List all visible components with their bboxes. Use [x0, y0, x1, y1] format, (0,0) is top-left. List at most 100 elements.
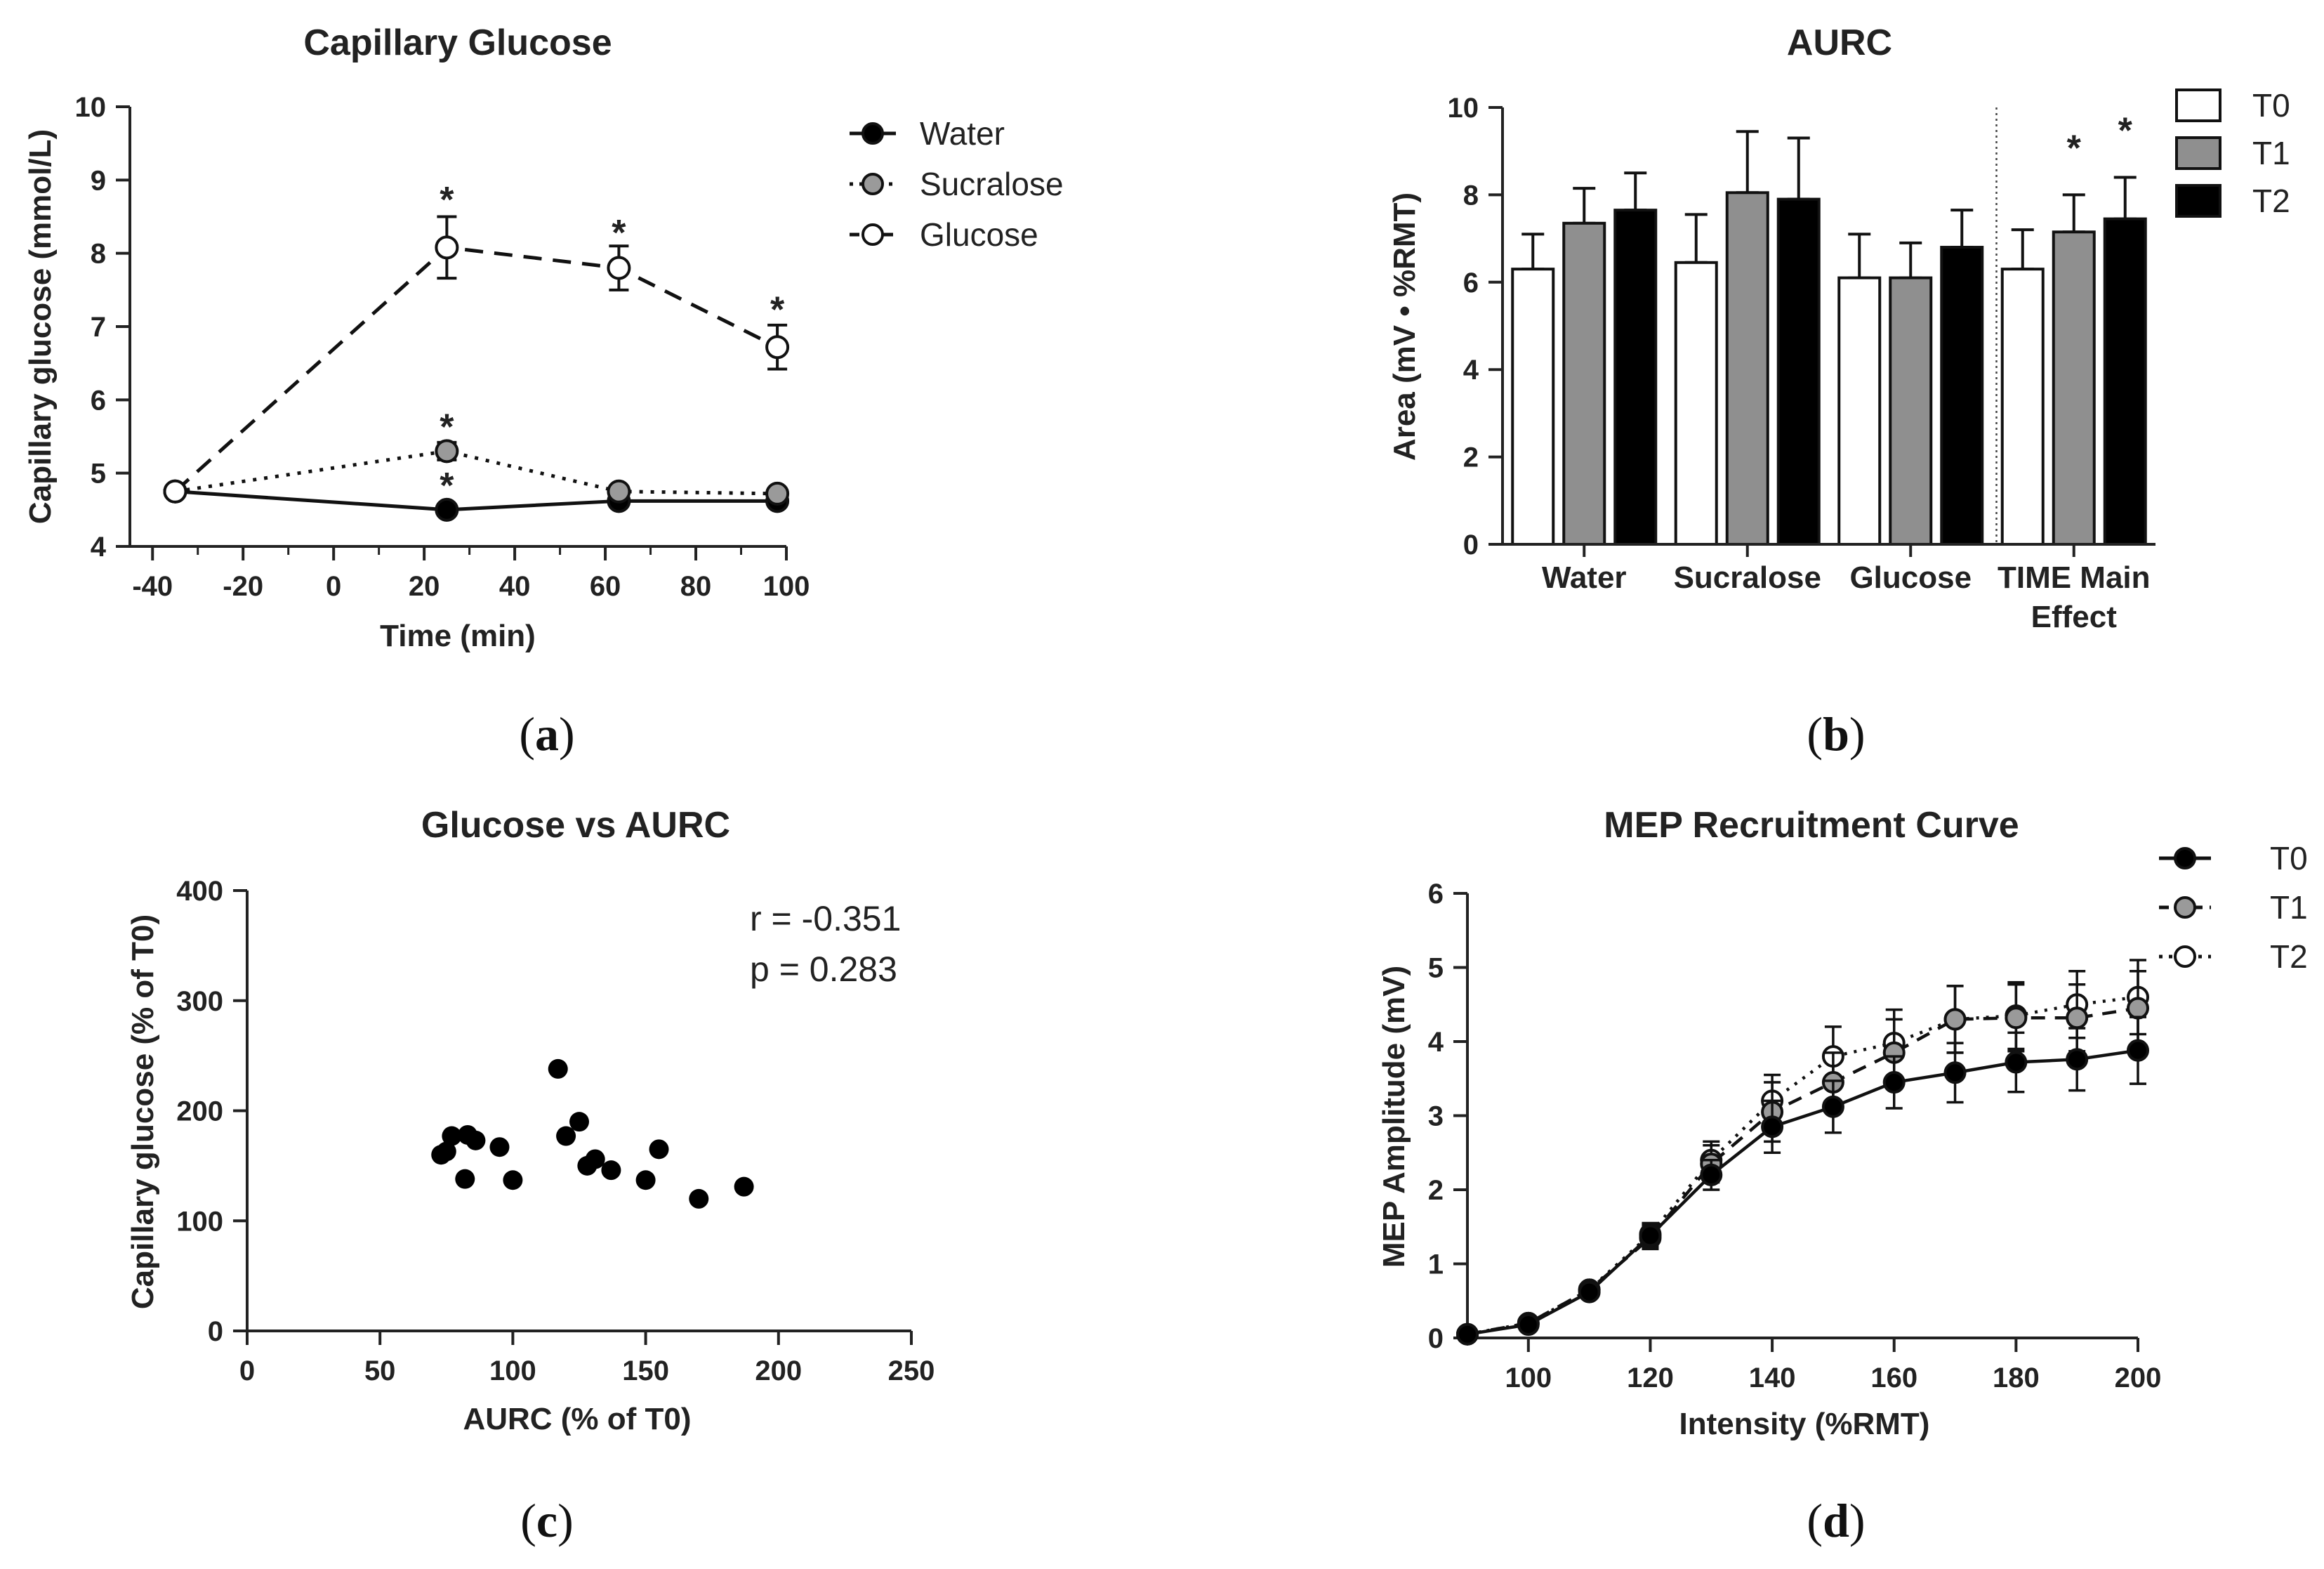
data-point [2127, 1039, 2149, 1062]
legend-label: T1 [2270, 889, 2308, 926]
data-point [1943, 1061, 1967, 1084]
x-tick-label: 150 [622, 1355, 669, 1386]
data-point [163, 479, 187, 504]
y-tick-label: 5 [91, 459, 106, 490]
data-point [607, 256, 631, 280]
x-tick-label: 100 [489, 1355, 536, 1386]
series-t1 [1456, 970, 2149, 1346]
panel-label: (c) [520, 1494, 574, 1547]
y-axis-title: Capillary glucose (% of T0) [126, 914, 160, 1309]
legend-marker [861, 122, 884, 145]
y-tick-label: 10 [1448, 93, 1479, 124]
bar [1674, 261, 1718, 546]
data-point [1578, 1280, 1601, 1304]
x-tick-label: 50 [364, 1355, 396, 1386]
legend-marker [2174, 847, 2196, 869]
y-tick-label: 5 [1428, 953, 1444, 984]
y-tick-label: 100 [176, 1206, 223, 1237]
data-point [435, 497, 459, 522]
legend-label: T0 [2270, 840, 2308, 877]
data-point [2066, 1006, 2089, 1030]
stats-annotation: p = 0.283 [750, 950, 897, 989]
y-tick-label: 8 [91, 239, 106, 270]
scatter-point [734, 1176, 754, 1197]
data-point [607, 479, 631, 504]
scatter-point [585, 1149, 605, 1169]
data-point [2005, 1006, 2028, 1030]
data-point [1517, 1313, 1540, 1337]
bar [1940, 246, 1984, 546]
series-line [1467, 1049, 2139, 1336]
legend-swatch [2175, 136, 2221, 170]
bar [1776, 197, 1821, 546]
x-axis-title: Intensity (%RMT) [1679, 1407, 1930, 1441]
y-tick-label: 0 [208, 1316, 223, 1347]
scatter-point [455, 1169, 475, 1189]
x-category-label: Water [1542, 560, 1627, 595]
bar [1613, 209, 1658, 546]
data-point [2005, 1051, 2028, 1074]
scatter-point [635, 1170, 656, 1190]
series-line [175, 449, 778, 496]
data-point [1700, 1163, 1723, 1186]
x-tick-label: 180 [1993, 1363, 2040, 1393]
series-t0 [1456, 1016, 2149, 1346]
x-tick-label: 0 [239, 1355, 255, 1386]
data-point [765, 335, 790, 360]
scatter-point [556, 1126, 576, 1146]
y-tick-label: 7 [91, 312, 106, 343]
bar [1889, 276, 1933, 546]
chart-title: MEP Recruitment Curve [1604, 805, 2019, 846]
legend-label: T0 [2252, 87, 2290, 124]
series-line [173, 245, 779, 493]
bar [1562, 221, 1606, 546]
chart-title: Capillary Glucose [303, 22, 612, 63]
bar [2000, 268, 2045, 546]
legend-marker [2174, 945, 2196, 968]
y-tick-label: 6 [91, 385, 106, 416]
panel-c: Glucose vs AURC 0 100 200 300 400 0 50 100 150 200… [126, 805, 935, 1547]
panel-b: AURC 0 2 4 6 8 10 Area (mV • %RMT) Water Sucralos… [1387, 22, 2290, 761]
y-axis-title: MEP Amplitude (mV) [1377, 966, 1411, 1268]
legend-label: T2 [2252, 183, 2290, 219]
y-tick-label: 10 [75, 92, 107, 123]
data-point [2127, 997, 2149, 1020]
y-tick-label: 4 [91, 532, 107, 563]
legend-label: Sucralose [920, 166, 1064, 202]
panel-a: Capillary Glucose 4 5 6 7 8 9 10 -40 -20 0 20 40 60 80… [23, 22, 1064, 761]
y-tick-label: 200 [176, 1096, 223, 1127]
x-tick-label: 60 [590, 571, 621, 602]
y-tick-label: 2 [1428, 1175, 1444, 1206]
y-tick-label: 400 [176, 876, 223, 907]
bar [1511, 268, 1555, 546]
data-point [1882, 1071, 1906, 1094]
x-axis-title: Time (min) [380, 619, 536, 653]
scatter-point [436, 1141, 456, 1162]
bar [1837, 276, 1882, 546]
panel-d: MEP Recruitment Curve 0 1 2 3 4 5 6 100 120 140 160… [1377, 805, 2308, 1547]
chart-title: AURC [1787, 22, 1892, 63]
significance-marker: * [612, 213, 626, 254]
scatter-point [466, 1130, 486, 1150]
x-tick-label: 100 [1505, 1363, 1552, 1393]
y-tick-label: 0 [1463, 530, 1479, 560]
x-tick-label: 40 [499, 571, 531, 602]
y-tick-label: 4 [1463, 355, 1479, 386]
x-tick-label: 160 [1870, 1363, 1917, 1393]
scatter-point [649, 1139, 669, 1160]
series-line [175, 490, 778, 512]
x-category-label: Effect [2031, 600, 2118, 634]
scatter-point [689, 1188, 709, 1209]
series-water [163, 479, 790, 522]
significance-marker: * [440, 466, 454, 506]
panel-letter: b [1823, 707, 1849, 761]
scatter-point [503, 1170, 523, 1190]
scatter-point [489, 1137, 510, 1157]
panel-letter: c [536, 1494, 557, 1547]
x-tick-label: 0 [326, 571, 341, 602]
x-tick-label: 20 [409, 571, 440, 602]
x-tick-label: -40 [132, 571, 173, 602]
y-tick-label: 4 [1428, 1027, 1444, 1058]
significance-marker: * [440, 407, 454, 447]
